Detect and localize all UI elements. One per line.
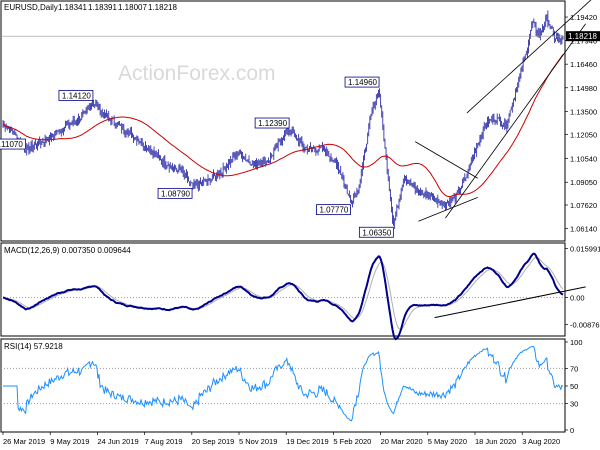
tick-label: 0 bbox=[570, 426, 574, 435]
x-tick-label: 20 Mar 2020 bbox=[381, 437, 423, 446]
tick-label: 0.00 bbox=[570, 294, 585, 303]
trendline bbox=[418, 197, 478, 222]
x-tick-label: 24 Jun 2019 bbox=[97, 437, 138, 446]
tick-label: 1.06140 bbox=[570, 225, 597, 234]
callout-box bbox=[0, 138, 26, 150]
watermark: ActionForex.com bbox=[118, 62, 276, 85]
last-price-label: 1.18218 bbox=[568, 32, 597, 41]
price-bars bbox=[2, 10, 564, 229]
callout-label: 1.11070 bbox=[0, 140, 23, 149]
trendline bbox=[414, 141, 478, 179]
macd-trendline bbox=[434, 286, 586, 319]
price-title: EURUSD,Daily bbox=[4, 3, 58, 12]
x-tick-label: 5 May 2020 bbox=[428, 437, 467, 446]
price-open: 1.18341 bbox=[58, 3, 87, 12]
price-callouts: 1.14120 1.11070 1.08790 1.12390 1.14960 1.077… bbox=[0, 76, 394, 238]
price-low: 1.18007 bbox=[118, 3, 147, 12]
tick-label: 1.19420 bbox=[570, 13, 597, 22]
callout-box bbox=[254, 117, 290, 129]
price-high: 1.18391 bbox=[88, 3, 117, 12]
x-tick-label: 26 Mar 2019 bbox=[3, 437, 45, 446]
x-tick-label: 18 Jun 2020 bbox=[475, 437, 516, 446]
x-tick-label: 7 Aug 2019 bbox=[145, 437, 183, 446]
tick-label: 1.13500 bbox=[570, 107, 597, 116]
callout-label: 1.14120 bbox=[62, 91, 91, 100]
tick-label: 1.14980 bbox=[570, 84, 597, 93]
price-header: EURUSD,Daily 1.18341 1.18391 1.18007 1.1… bbox=[4, 3, 177, 12]
macd-panel bbox=[0, 242, 566, 337]
last-price-marker: 1.18218 bbox=[1, 31, 600, 41]
callout-box bbox=[157, 187, 193, 199]
macd-title: MACD(12,26,9) 0.007350 0.009644 bbox=[4, 246, 131, 255]
tick-label: 70 bbox=[570, 364, 578, 373]
rsi-title: RSI(14) 57.9218 bbox=[4, 342, 63, 351]
tick-label: 1.12050 bbox=[570, 130, 597, 139]
callout-box bbox=[58, 90, 94, 101]
rsi-panel bbox=[0, 338, 566, 433]
tick-label: 0.015991 bbox=[570, 244, 600, 253]
trendline bbox=[466, 0, 592, 114]
callout-label: 1.08790 bbox=[161, 189, 190, 198]
last-price-box bbox=[566, 31, 600, 42]
price-trendlines bbox=[414, 0, 592, 222]
x-tick-label: 19 Dec 2019 bbox=[286, 437, 329, 446]
callout-box bbox=[316, 204, 351, 216]
tick-label: 100 bbox=[570, 338, 583, 347]
trendline bbox=[445, 23, 586, 219]
callout-label: 1.06350 bbox=[362, 228, 391, 237]
tick-label: 1.16460 bbox=[570, 60, 597, 69]
callout-label: 1.14960 bbox=[348, 78, 377, 87]
price-panel bbox=[0, 0, 566, 242]
tick-label: 30 bbox=[570, 400, 578, 409]
price-close: 1.18218 bbox=[148, 3, 177, 12]
x-tick-label: 3 Aug 2020 bbox=[522, 437, 560, 446]
macd-line bbox=[2, 252, 564, 341]
rsi-levels bbox=[1, 367, 565, 405]
x-tick-label: 20 Sep 2019 bbox=[192, 437, 235, 446]
tick-label: 1.07620 bbox=[570, 201, 597, 210]
moving-average-line bbox=[2, 54, 564, 198]
tick-label: 50 bbox=[570, 382, 578, 391]
tick-label: -0.00876 bbox=[570, 321, 600, 330]
tick-label: 1.10540 bbox=[570, 154, 597, 163]
callout-label: 1.12390 bbox=[258, 119, 287, 128]
callout-box bbox=[358, 226, 394, 238]
x-axis-labels: 26 Mar 2019 9 May 2019 24 Jun 2019 7 Aug 20… bbox=[2, 432, 560, 446]
callout-box bbox=[344, 76, 380, 88]
x-tick-label: 9 May 2019 bbox=[50, 437, 89, 446]
rsi-line bbox=[3, 345, 564, 422]
rsi-axis-ticks: 100 70 50 30 0 bbox=[565, 338, 583, 435]
callout-label: 1.07770 bbox=[319, 206, 348, 215]
tick-label: 1.09050 bbox=[570, 178, 597, 187]
macd-axis-ticks: 0.015991 0.00 -0.00876 bbox=[565, 244, 600, 330]
x-tick-label: 5 Feb 2020 bbox=[333, 437, 371, 446]
x-tick-label: 5 Nov 2019 bbox=[239, 437, 277, 446]
